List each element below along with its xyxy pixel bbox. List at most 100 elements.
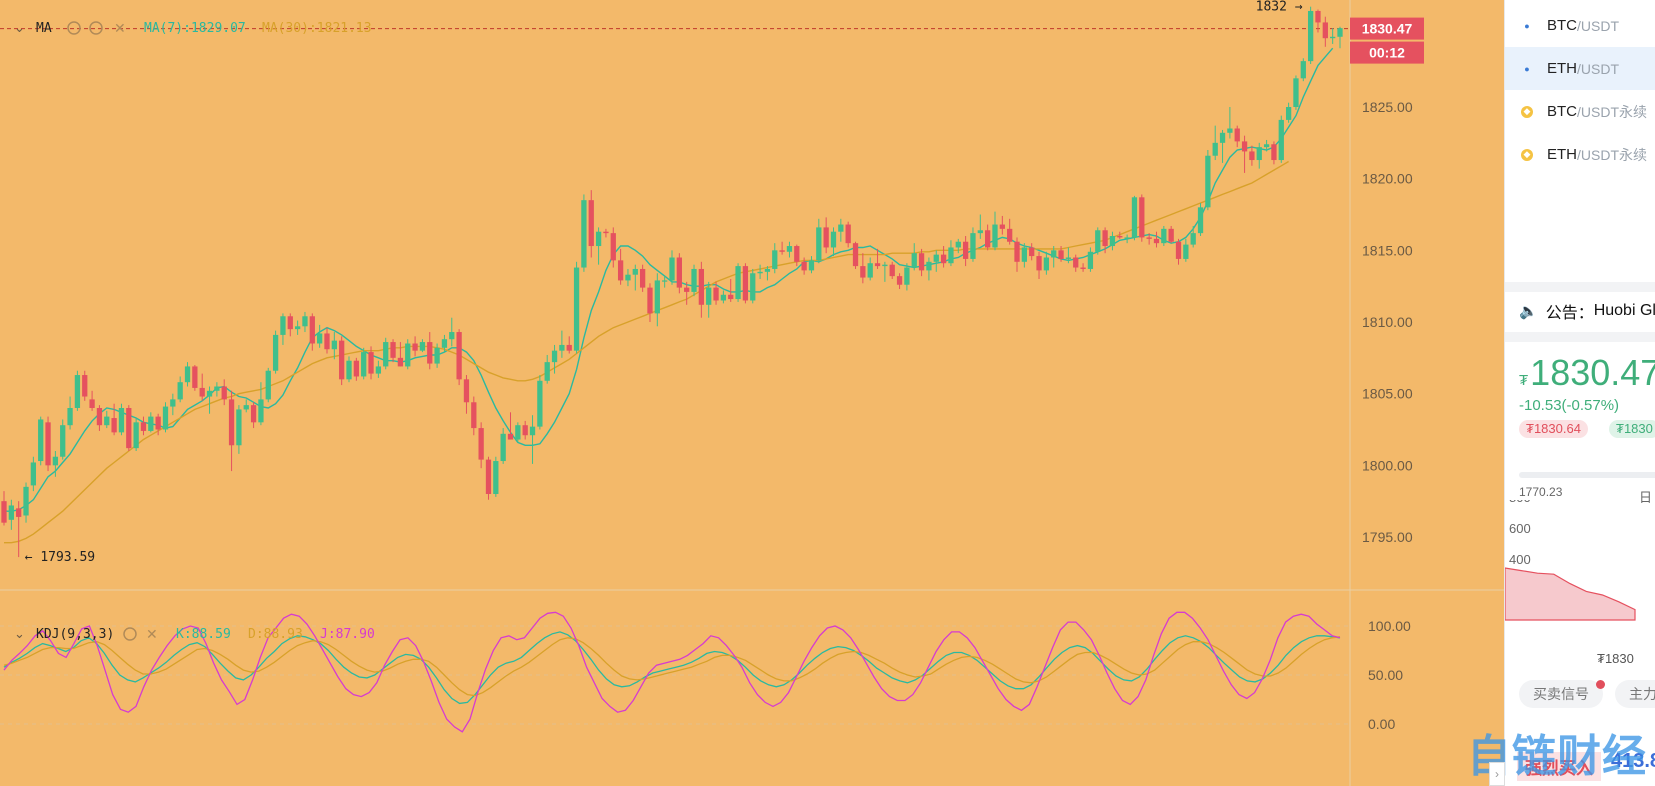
scroll-right-button[interactable]: › xyxy=(1489,762,1505,786)
symbol-item-btc-perp[interactable]: ◆ BTC/USDT永续 xyxy=(1505,90,1655,133)
candle-body xyxy=(1058,250,1064,259)
candle-body xyxy=(507,433,514,440)
tab-main-force[interactable]: 主力 xyxy=(1615,680,1655,708)
candle-body xyxy=(45,422,51,466)
kdj-k-line xyxy=(3,631,1341,705)
candle-body xyxy=(155,416,161,430)
candle-body xyxy=(896,276,903,285)
candle-body xyxy=(970,233,976,259)
price-tick-label: 1795.00 xyxy=(1362,529,1413,545)
candle-body xyxy=(441,339,448,348)
countdown-tag xyxy=(1350,41,1424,64)
settings-gear-icon[interactable] xyxy=(89,21,103,35)
kdj-collapse-chevron-icon[interactable]: ⌄ xyxy=(14,626,25,641)
candle-body xyxy=(177,382,183,400)
close-icon[interactable]: ✕ xyxy=(114,20,126,36)
candle-body xyxy=(8,505,14,520)
candle-body xyxy=(955,241,961,248)
candle-body xyxy=(845,224,851,244)
candle-body xyxy=(405,343,411,367)
kline-chart[interactable]: 1825.00 1820.00 1815.00 1810.00 1805.00 1800.… xyxy=(0,0,1504,786)
candle-body xyxy=(170,399,176,407)
candle-body xyxy=(676,257,682,288)
speaker-icon: 🔈 xyxy=(1519,303,1538,320)
kdj-d-line xyxy=(3,636,1341,697)
candle-body xyxy=(485,459,492,494)
candle-body xyxy=(206,390,213,397)
candle-body xyxy=(823,227,829,248)
candle-body xyxy=(1117,236,1123,238)
candle-body xyxy=(750,273,756,301)
kdj-tick-label: 100.00 xyxy=(1368,618,1411,634)
candle-body xyxy=(537,380,543,427)
divider xyxy=(1505,282,1655,292)
candle-body xyxy=(133,422,139,449)
ma7-legend: MA(7):1829.07 xyxy=(144,21,246,36)
candle-body xyxy=(999,224,1005,229)
candle-body xyxy=(728,294,734,300)
bid-price-badge: ₮1830 xyxy=(1609,420,1655,438)
price-change: -10.53(-0.57%) xyxy=(1519,397,1620,414)
candle-body xyxy=(1139,197,1145,238)
candle-body xyxy=(566,344,572,351)
candle-body xyxy=(603,231,609,234)
candle-body xyxy=(595,231,602,247)
candle-body xyxy=(339,340,345,380)
candle-body xyxy=(111,418,117,433)
candle-body xyxy=(412,343,418,351)
eye-icon[interactable] xyxy=(67,21,81,35)
candle-body xyxy=(1227,128,1233,133)
candle-body xyxy=(1300,61,1306,79)
candle-body xyxy=(904,267,910,285)
candle-body xyxy=(1212,142,1218,156)
depth-sell-area xyxy=(1505,567,1636,621)
candle-body xyxy=(1153,238,1160,244)
symbol-item-eth-usdt[interactable]: ● ETH/USDT xyxy=(1505,47,1655,90)
candle-body xyxy=(1168,228,1174,242)
candle-body xyxy=(962,241,969,259)
candle-body xyxy=(309,316,315,344)
candle-body xyxy=(463,379,470,403)
candle-body xyxy=(375,366,382,374)
candle-body xyxy=(1095,230,1101,252)
candle-body xyxy=(1307,10,1314,62)
coin-icon: ◆ xyxy=(1521,105,1533,118)
candle-body xyxy=(1051,250,1057,258)
kdj-close-icon[interactable]: ✕ xyxy=(146,626,158,642)
candle-body xyxy=(786,246,793,252)
symbol-base: ETH xyxy=(1547,60,1577,77)
candle-body xyxy=(287,316,293,330)
candle-body xyxy=(1146,237,1152,239)
candle-body xyxy=(1322,22,1328,39)
collapse-chevron-icon[interactable]: ⌄ xyxy=(14,20,25,35)
candle-body xyxy=(82,375,88,397)
current-price-tag xyxy=(1350,17,1424,40)
symbol-quote: /USDT xyxy=(1577,60,1619,77)
candle-body xyxy=(1014,241,1020,262)
depth-chart[interactable]: 800600400200 xyxy=(1505,500,1655,660)
candle-body xyxy=(272,334,279,371)
symbol-base: BTC xyxy=(1547,103,1577,120)
candle-body xyxy=(559,344,565,351)
candle-body xyxy=(1219,132,1226,143)
candle-body xyxy=(1241,141,1248,152)
candle-body xyxy=(698,268,705,305)
candle-body xyxy=(985,230,991,248)
candle-body xyxy=(236,409,242,446)
candle-body xyxy=(419,342,426,351)
candle-body xyxy=(214,386,220,391)
candle-body xyxy=(118,408,125,433)
symbol-base: BTC xyxy=(1547,17,1577,34)
candle-body xyxy=(1249,151,1255,161)
candle-body xyxy=(816,227,822,261)
symbol-item-eth-perp[interactable]: ◆ ETH/USDT永续 xyxy=(1505,133,1655,176)
tab-trade-signal[interactable]: 买卖信号 xyxy=(1519,680,1605,708)
kdj-settings-gear-icon[interactable] xyxy=(123,627,137,641)
candle-body xyxy=(331,340,337,350)
symbol-item-btc-usdt[interactable]: ● BTC/USDT xyxy=(1505,4,1655,47)
notice-prefix: 公告： xyxy=(1545,305,1594,322)
candle-body xyxy=(706,287,712,305)
notice-bar[interactable]: 🔈 公告：Huobi Glo xyxy=(1505,292,1655,330)
candle-body xyxy=(926,261,932,271)
